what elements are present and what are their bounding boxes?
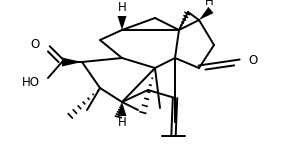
Text: H: H (118, 1, 126, 14)
Text: O: O (248, 54, 257, 67)
Text: HO: HO (22, 76, 40, 88)
Text: H: H (118, 116, 126, 129)
Polygon shape (62, 57, 82, 67)
Polygon shape (118, 16, 127, 30)
Polygon shape (118, 102, 127, 116)
Text: O: O (31, 38, 40, 50)
Polygon shape (199, 7, 214, 20)
Text: H: H (205, 0, 214, 8)
